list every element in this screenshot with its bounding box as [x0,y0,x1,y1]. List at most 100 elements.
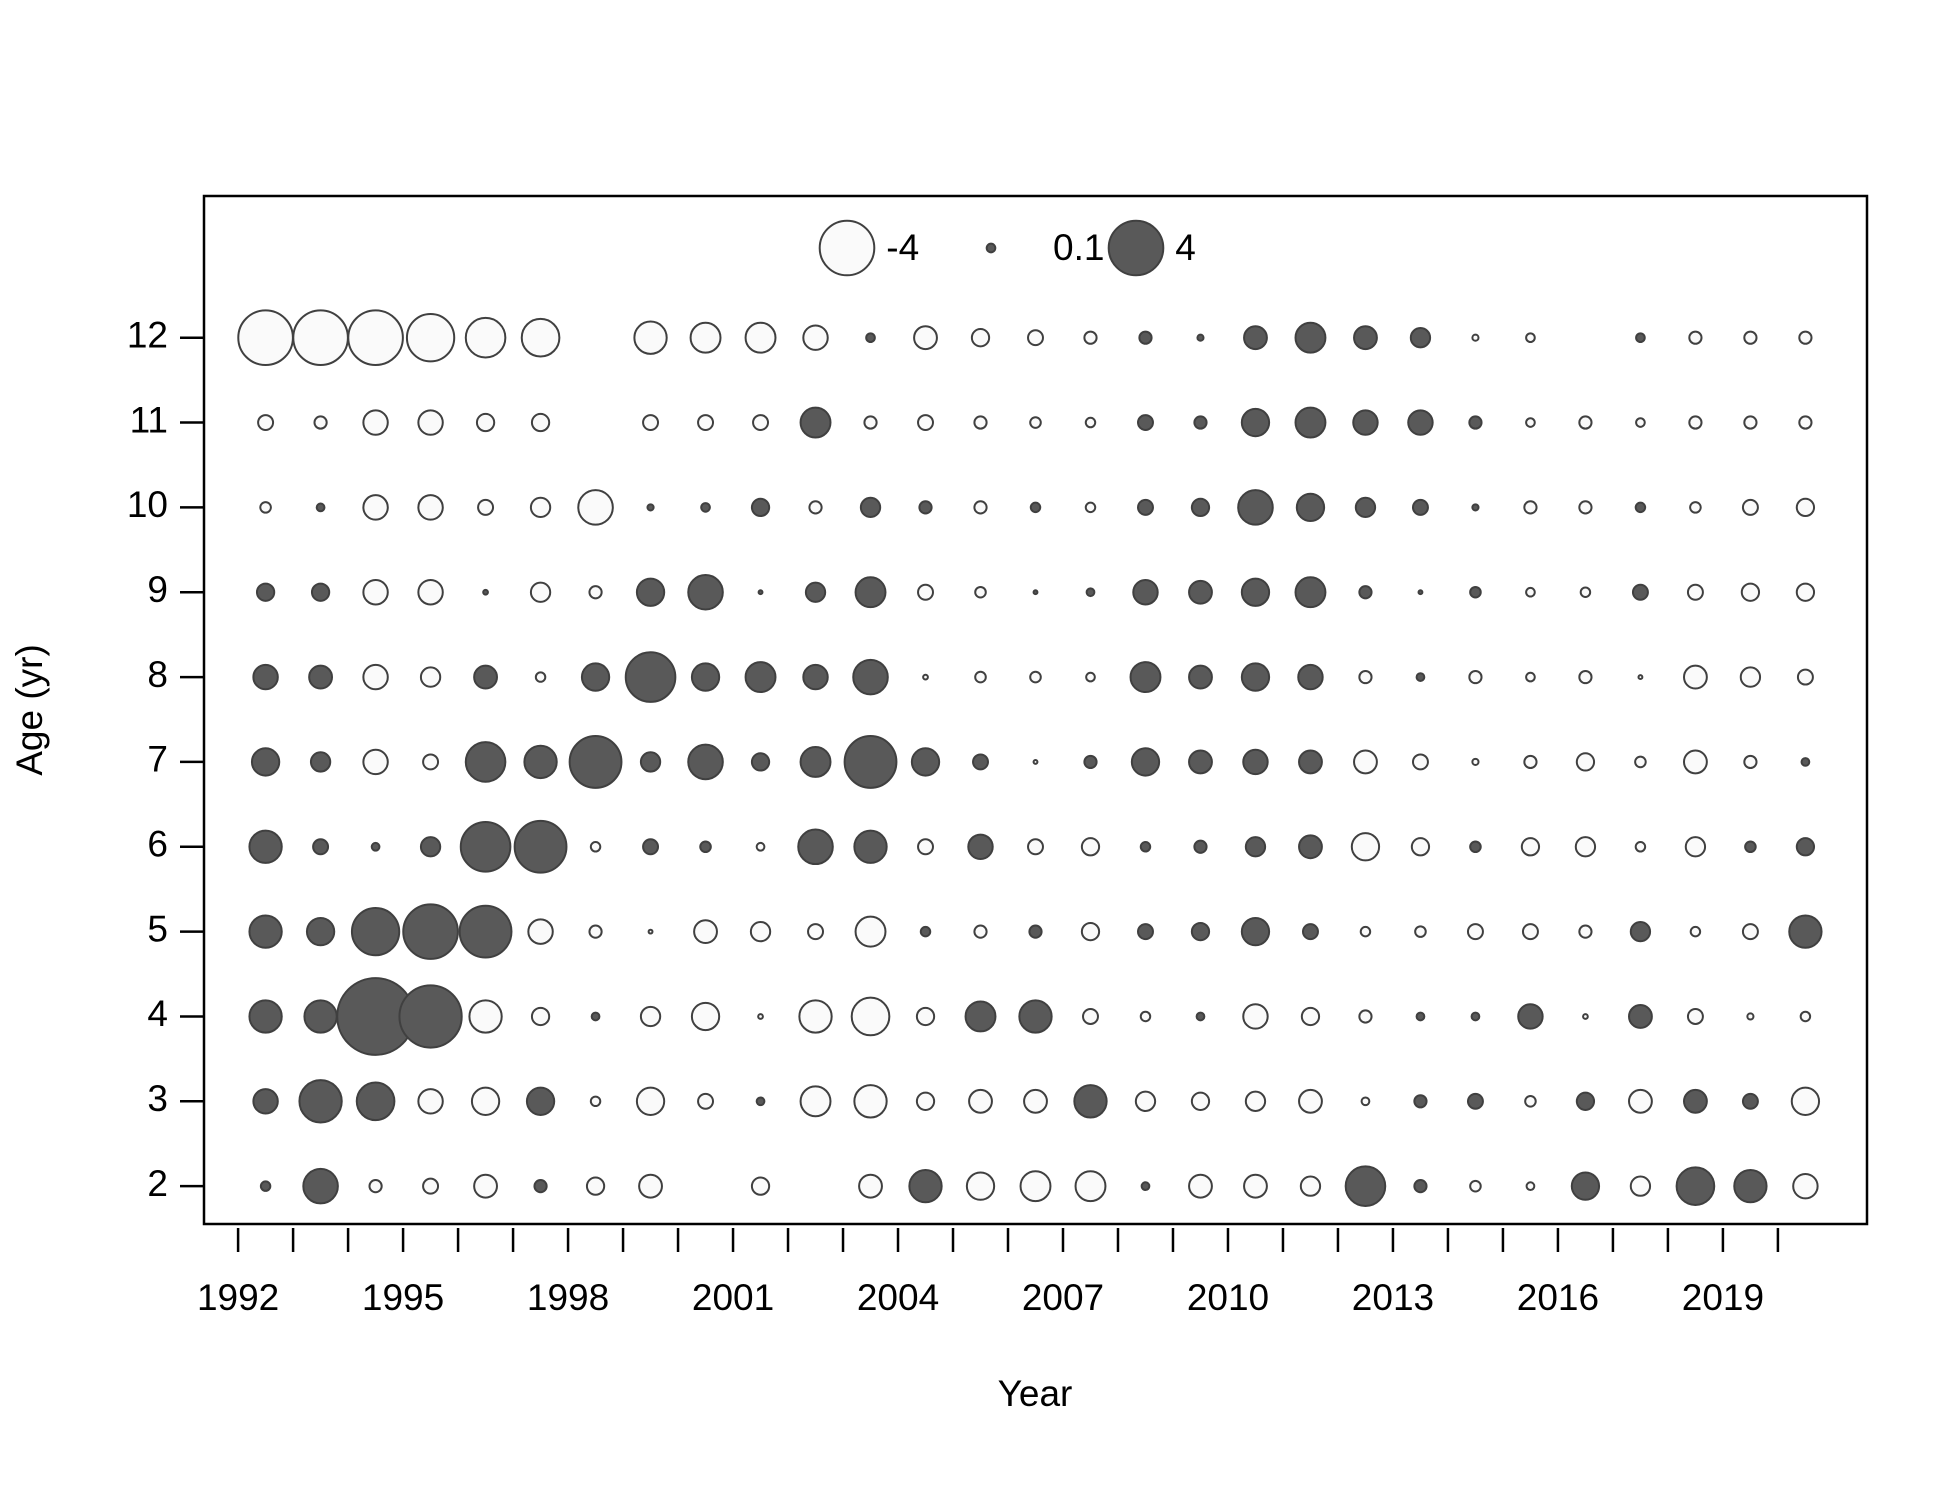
bubble [697,1092,715,1110]
bubble [624,651,677,703]
bubble [1688,415,1703,430]
bubble [1295,492,1326,523]
bubble [362,494,389,521]
bubble [1029,501,1042,514]
bubble [1469,840,1482,854]
bubble [964,1000,997,1033]
bubble [1297,663,1324,691]
bubble [915,1091,936,1111]
bubble [1683,749,1708,775]
bubble [398,984,463,1049]
x-tick-label: 1992 [197,1277,279,1318]
bubble [422,1177,440,1195]
bubble [1029,670,1042,684]
bubble [580,662,611,692]
bubble [757,1013,764,1020]
bubble [362,663,389,691]
bubble [419,836,442,858]
bubble [1523,754,1538,770]
bubble [1243,325,1268,351]
bubble [1741,923,1759,941]
bubble [402,903,459,960]
bubble [639,1005,662,1028]
bubble [303,999,338,1034]
bubble [312,838,330,856]
bubble [473,1173,498,1199]
bubble [1688,330,1703,345]
bubble [529,496,552,519]
legend-bubble [818,219,876,277]
bubble [1471,503,1480,512]
bubble [1578,669,1593,685]
bubble [350,906,401,957]
bubble [464,316,507,359]
bubble [1466,923,1484,941]
bubble [1298,834,1323,860]
bubble [690,1001,721,1032]
bubble [865,332,876,344]
bubble [525,1086,556,1116]
y-tick-label: 2 [147,1163,168,1204]
bubble [1635,417,1646,428]
bubble [248,829,283,864]
bubble [1417,589,1424,596]
bubble [1683,664,1708,690]
bubble [749,920,772,943]
bubble [459,820,512,873]
bubble [1628,1088,1653,1114]
bubble [534,671,547,683]
bubble [362,748,389,776]
bubble [1244,1090,1267,1112]
bubble [1629,920,1652,943]
bubble [1469,585,1482,599]
bubble [417,409,444,436]
bubble [1788,914,1823,949]
x-tick-label: 2013 [1352,1277,1434,1318]
bubble [1298,1088,1323,1114]
bubble [1240,916,1271,947]
x-axis-label: Year [998,1373,1073,1414]
bubble [1741,1092,1759,1110]
bubble [852,658,889,696]
bubble [1083,754,1098,770]
bubble [1798,415,1813,430]
bubble [1193,839,1208,854]
bubble [482,588,489,596]
bubble [308,664,334,690]
bubble [237,309,294,366]
bubble [1741,498,1759,516]
bubble [693,919,718,945]
bubble [858,1173,883,1199]
bubble [798,999,833,1034]
bubble [917,583,934,601]
bubble [1575,1091,1596,1111]
bubble [1628,1004,1653,1029]
y-tick-label: 6 [147,824,168,865]
bubble [1240,577,1271,607]
bubble [1795,497,1816,518]
bubble [804,581,827,603]
bubble [417,494,444,521]
plot-frame [202,194,1869,1226]
bubble [588,924,603,939]
bubble [968,1088,993,1114]
bubble [1796,668,1814,686]
bubble [362,579,389,606]
bubble [468,999,503,1034]
bubble [309,751,332,773]
bubble [802,663,829,691]
bubble [1190,921,1211,942]
bubble [1524,1095,1537,1108]
bubble [1358,1009,1373,1024]
bubble [1352,409,1379,436]
bubble [292,309,349,366]
bubble [585,1176,606,1196]
bubble [1466,1092,1484,1110]
y-tick-label: 3 [147,1078,168,1119]
bubble [1637,674,1644,681]
bubble [647,928,654,935]
bubble [1675,1166,1716,1206]
bubble [588,585,603,600]
bubble [1629,1175,1652,1197]
